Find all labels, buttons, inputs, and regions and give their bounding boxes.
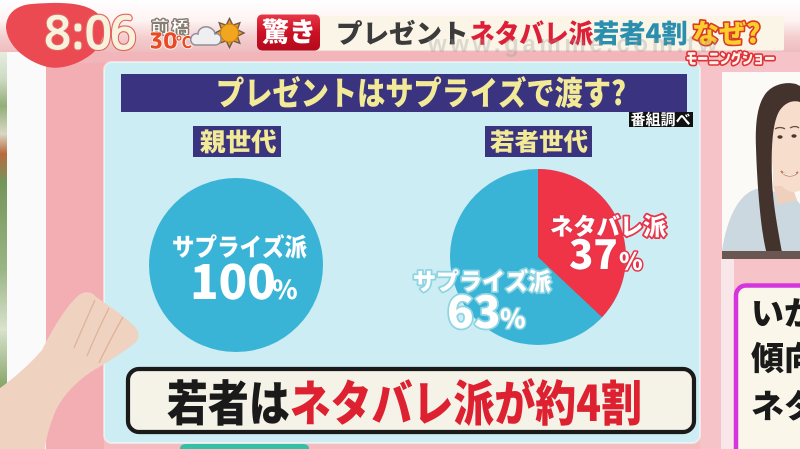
svg-text:www.gamme.com.tw: www.gamme.com.tw	[427, 31, 721, 58]
